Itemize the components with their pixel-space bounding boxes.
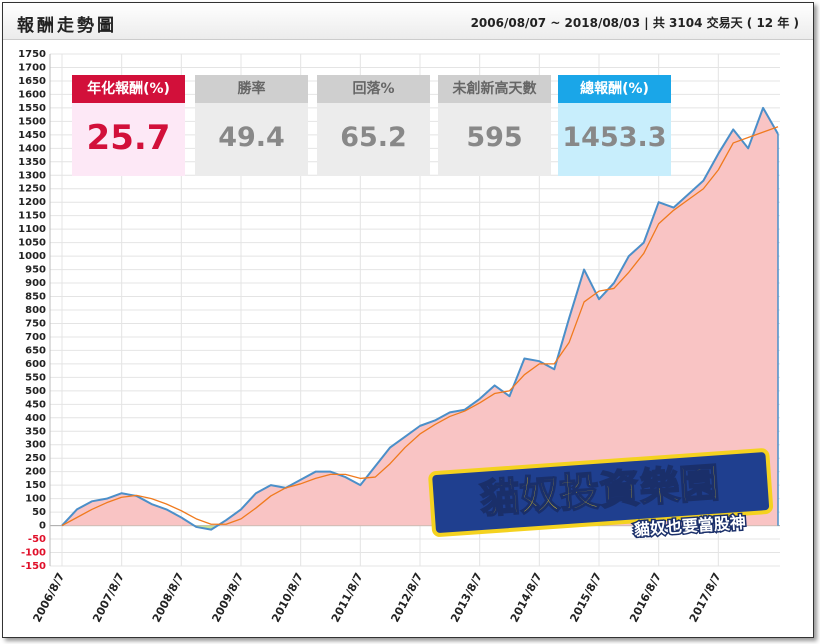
x-tick-label: 2007/8/7	[90, 571, 127, 625]
stat-label: 總報酬(%)	[558, 75, 671, 103]
x-tick-label: 2006/8/7	[30, 571, 67, 625]
x-tick-label: 2013/8/7	[448, 571, 485, 625]
stat-label: 年化報酬(%)	[72, 75, 185, 103]
stat-box: 回落% 65.2	[317, 75, 430, 176]
stat-value: 595	[438, 103, 551, 176]
y-tick-label: 100	[25, 494, 46, 505]
y-tick-label: 1100	[18, 224, 46, 235]
series-line	[61, 126, 779, 527]
y-tick-label: 1650	[18, 76, 46, 87]
stat-value: 25.7	[72, 103, 185, 176]
y-tick-label: 1300	[18, 170, 46, 181]
y-tick-label: 1750	[18, 49, 46, 60]
y-tick-label: 950	[25, 265, 46, 276]
stat-label: 未創新高天數	[438, 75, 551, 103]
y-tick-label: 500	[25, 386, 46, 397]
x-tick-label: 2012/8/7	[388, 571, 425, 625]
y-tick-label: 300	[25, 440, 46, 451]
stat-value: 65.2	[317, 103, 430, 176]
y-tick-label: 1600	[18, 89, 46, 100]
x-tick-label: 2008/8/7	[150, 571, 187, 625]
y-tick-label: 550	[25, 372, 46, 383]
y-tick-label: 250	[25, 453, 46, 464]
y-tick-label: 350	[25, 426, 46, 437]
y-tick-label: 750	[25, 318, 46, 329]
y-tick-label: 1500	[18, 116, 46, 127]
y-tick-label: 900	[25, 278, 46, 289]
stat-box: 年化報酬(%) 25.7	[72, 75, 185, 176]
y-tick-label: 1450	[18, 130, 46, 141]
y-tick-label: 1700	[18, 62, 46, 73]
area	[62, 107, 778, 526]
y-tick-label: 1000	[18, 251, 46, 262]
y-tick-label: 0	[39, 521, 46, 532]
x-tick-label: 2009/8/7	[209, 571, 246, 625]
stat-box: 未創新高天數 595	[438, 75, 551, 176]
y-tick-label: 200	[25, 467, 46, 478]
x-tick-label: 2014/8/7	[508, 571, 545, 625]
stat-box: 勝率 49.4	[195, 75, 308, 176]
x-tick-label: 2016/8/7	[627, 571, 664, 625]
date-range: 2006/08/07 ~ 2018/08/03 | 共 3104 交易天 ( 1…	[470, 16, 799, 30]
y-tick-label: 850	[25, 292, 46, 303]
y-tick-label: -150	[21, 561, 46, 572]
y-tick-label: 1200	[18, 197, 46, 208]
series-line	[61, 106, 779, 531]
x-tick-label: 2017/8/7	[687, 571, 724, 625]
stat-box: 總報酬(%) 1453.3	[558, 75, 671, 176]
y-tick-label: 1350	[18, 157, 46, 168]
y-tick-label: 700	[25, 332, 46, 343]
stat-label: 勝率	[195, 75, 308, 103]
stat-value: 1453.3	[558, 103, 671, 176]
y-tick-label: -100	[21, 548, 46, 559]
y-tick-label: 1250	[18, 184, 46, 195]
y-tick-label: 800	[25, 305, 46, 316]
y-tick-label: 450	[25, 399, 46, 410]
stat-value: 49.4	[195, 103, 308, 176]
y-tick-label: 600	[25, 359, 46, 370]
stat-label: 回落%	[317, 75, 430, 103]
y-tick-label: 650	[25, 345, 46, 356]
y-tick-label: -50	[28, 534, 46, 545]
x-tick-label: 2015/8/7	[567, 571, 604, 625]
y-tick-label: 1150	[18, 211, 46, 222]
y-tick-label: 1400	[18, 143, 46, 154]
y-tick-label: 50	[32, 507, 46, 518]
x-tick-label: 2011/8/7	[329, 571, 366, 625]
y-tick-label: 400	[25, 413, 46, 424]
title: 報酬走勢圖	[17, 16, 117, 36]
y-tick-label: 1550	[18, 103, 46, 114]
y-tick-label: 1050	[18, 238, 46, 249]
y-tick-label: 150	[25, 480, 46, 491]
x-tick-label: 2010/8/7	[269, 571, 306, 625]
header: 報酬走勢圖 2006/08/07 ~ 2018/08/03 | 共 3104 交…	[3, 3, 813, 40]
